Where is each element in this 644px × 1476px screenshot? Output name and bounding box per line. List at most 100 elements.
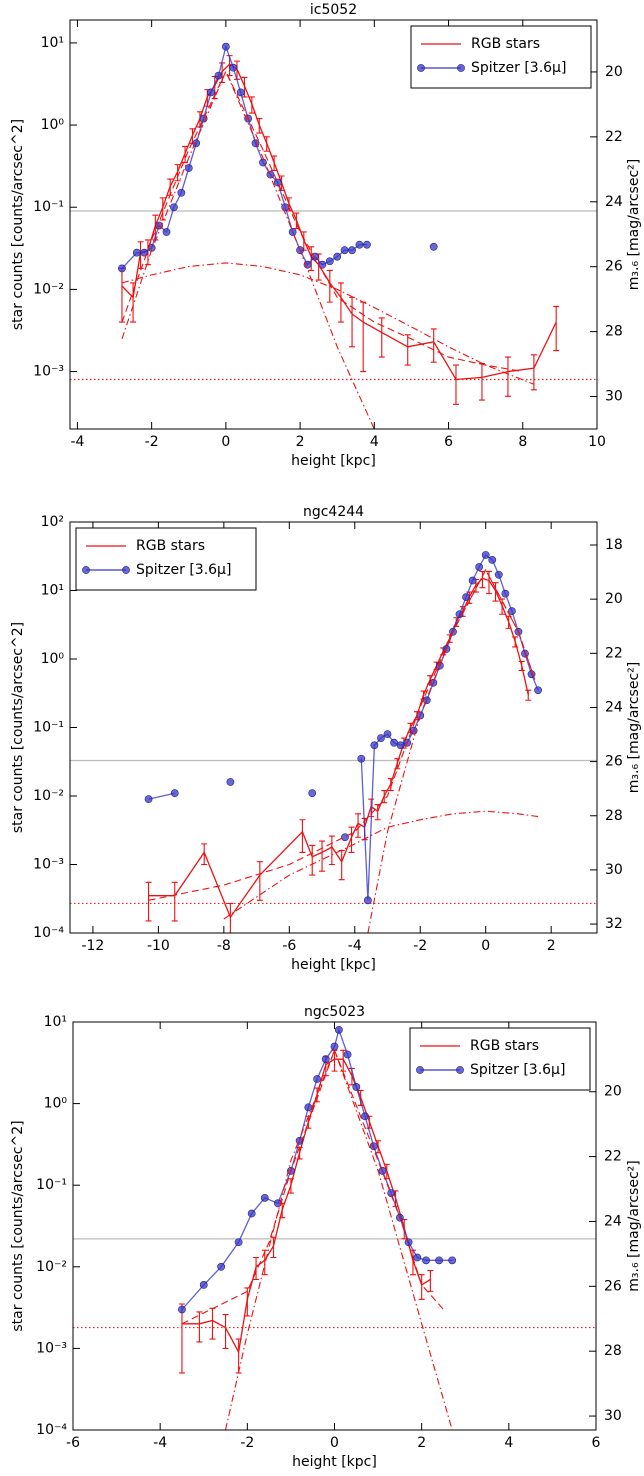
y-tick-label: 10⁻³ bbox=[36, 1340, 67, 1356]
y-tick-label: 10⁻¹ bbox=[33, 720, 64, 736]
x-tick-label: -8 bbox=[217, 938, 231, 954]
legend-label: Spitzer [3.6μ] bbox=[136, 562, 231, 578]
spitzer-point bbox=[247, 1209, 256, 1218]
y-tick-label: 10¹ bbox=[44, 1014, 67, 1030]
spitzer-point bbox=[229, 63, 238, 72]
spitzer-point bbox=[462, 593, 470, 602]
legend-label: RGB stars bbox=[136, 538, 205, 554]
error-bar bbox=[328, 835, 335, 866]
legend-label: RGB stars bbox=[470, 1038, 539, 1054]
y2-tick-label: 20 bbox=[605, 591, 623, 607]
legend-label: Spitzer [3.6μ] bbox=[471, 60, 566, 76]
spitzer-line bbox=[148, 554, 539, 901]
spitzer-point bbox=[357, 754, 366, 763]
legend-box bbox=[409, 1027, 591, 1091]
x-tick-label: -2 bbox=[413, 938, 427, 954]
model-curve bbox=[181, 1048, 444, 1325]
legend: RGB stars Spitzer [3.6μ] bbox=[75, 527, 257, 591]
spitzer-point bbox=[343, 1050, 352, 1059]
x-tick-label: -4 bbox=[70, 434, 84, 450]
spitzer-point bbox=[260, 1193, 269, 1202]
spitzer-point bbox=[507, 607, 516, 616]
y-tick-label: 10⁻¹ bbox=[33, 199, 64, 215]
x-tick-label: 6 bbox=[444, 434, 453, 450]
error-bar bbox=[504, 356, 511, 397]
error-bar bbox=[337, 282, 344, 323]
y-tick-label: 10⁻² bbox=[33, 281, 64, 297]
spitzer-point bbox=[475, 563, 484, 571]
x-tick-label: -4 bbox=[153, 1435, 167, 1451]
spitzer-point bbox=[481, 551, 490, 559]
error-bar bbox=[234, 60, 241, 80]
model-curve bbox=[224, 1048, 453, 1430]
model-curve bbox=[121, 70, 375, 429]
spitzer-point bbox=[288, 228, 297, 236]
panel: ngc4244 height [kpc] star counts [counts/a… bbox=[10, 504, 642, 973]
spitzer-point bbox=[259, 158, 267, 167]
spitzer-point bbox=[488, 555, 497, 564]
chart-title: ic5052 bbox=[310, 2, 357, 18]
x-tick-label: -10 bbox=[147, 938, 170, 954]
error-bar bbox=[349, 296, 356, 348]
error-bar bbox=[201, 843, 208, 866]
spitzer-point bbox=[177, 188, 186, 197]
model-curve bbox=[121, 262, 535, 385]
x-tick-label: -4 bbox=[348, 938, 362, 954]
spitzer-point bbox=[221, 42, 230, 51]
error-bar bbox=[263, 136, 270, 152]
y-axis-label: star counts [counts/arcsec^2] bbox=[10, 1120, 26, 1331]
error-bar bbox=[130, 282, 137, 323]
error-bar bbox=[518, 660, 525, 672]
error-bar bbox=[418, 1274, 425, 1300]
legend-box bbox=[410, 25, 592, 89]
rgb-line bbox=[121, 63, 557, 381]
error-bar bbox=[222, 1313, 229, 1349]
error-bar bbox=[253, 1256, 260, 1280]
spitzer-point bbox=[383, 730, 392, 739]
rgb-line bbox=[148, 577, 529, 919]
spitzer-point bbox=[273, 178, 282, 187]
plot-area bbox=[73, 1026, 596, 1430]
y2-tick-label: 20 bbox=[605, 64, 623, 80]
error-bar bbox=[248, 96, 255, 114]
x-tick-label: 8 bbox=[518, 434, 527, 450]
spitzer-point bbox=[340, 246, 349, 255]
spitzer-point bbox=[494, 570, 503, 579]
spitzer-point bbox=[217, 1262, 226, 1271]
spitzer-point bbox=[234, 1238, 243, 1247]
spitzer-point bbox=[534, 686, 542, 695]
model-curve bbox=[148, 568, 536, 901]
legend: RGB stars Spitzer [3.6μ] bbox=[410, 25, 592, 89]
error-bar bbox=[145, 881, 152, 922]
spitzer-point bbox=[236, 88, 245, 97]
spitzer-point bbox=[321, 1055, 330, 1064]
x-tick-label: 0 bbox=[481, 938, 490, 954]
y2-tick-label: 24 bbox=[604, 1213, 622, 1229]
error-bar bbox=[244, 1287, 251, 1317]
spitzer-point bbox=[303, 260, 312, 269]
spitzer-point bbox=[422, 1256, 430, 1265]
panel: ngc5023 height [kpc] star counts [counts/a… bbox=[10, 1004, 642, 1470]
spitzer-point bbox=[348, 246, 356, 255]
spitzer-point bbox=[132, 248, 141, 257]
error-bar bbox=[530, 354, 537, 391]
panel: ic5052 height [kpc] star counts [counts/ar… bbox=[10, 2, 642, 469]
y2-axis-label: m₃.₆ [mag/arcsec²] bbox=[626, 662, 642, 793]
y-tick-label: 10⁰ bbox=[41, 117, 65, 133]
legend-marker bbox=[82, 566, 90, 574]
error-bar bbox=[319, 840, 326, 872]
error-bar bbox=[360, 301, 367, 373]
y2-tick-label: 30 bbox=[605, 389, 623, 405]
spitzer-point bbox=[178, 1305, 186, 1314]
legend-marker bbox=[457, 64, 465, 72]
x-axis-label: height [kpc] bbox=[291, 453, 376, 469]
spitzer-point bbox=[184, 164, 193, 172]
y-tick-label: 10⁻² bbox=[36, 1259, 67, 1275]
error-bar bbox=[256, 118, 263, 134]
y-tick-label: 10⁻⁴ bbox=[33, 925, 64, 941]
spitzer-point bbox=[448, 1256, 457, 1265]
x-tick-label: -6 bbox=[66, 1435, 80, 1451]
x-tick-label: 6 bbox=[592, 1435, 601, 1451]
